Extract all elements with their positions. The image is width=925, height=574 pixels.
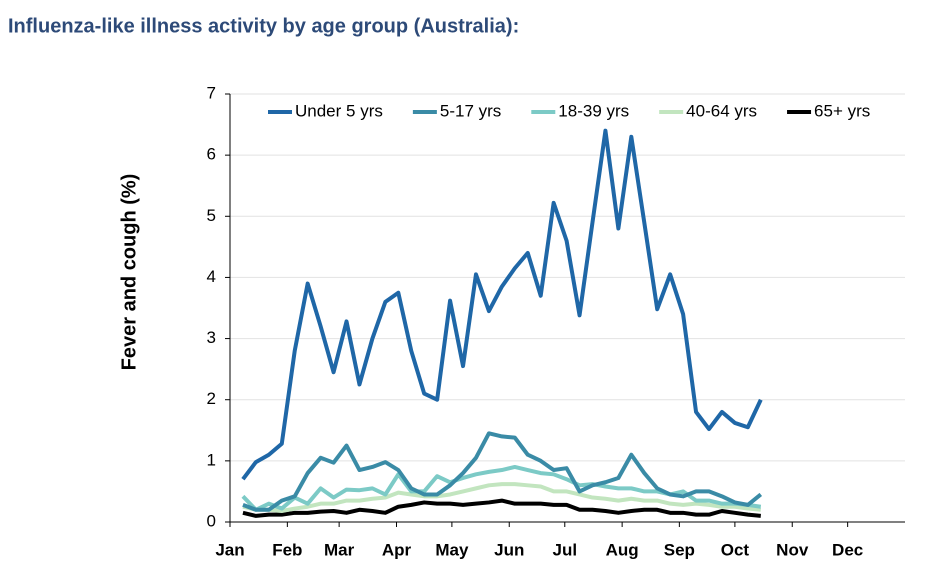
x-tick-label: Jan bbox=[215, 540, 244, 559]
y-tick-label: 7 bbox=[207, 83, 216, 102]
legend-label: Under 5 yrs bbox=[295, 101, 383, 120]
x-tick-label: Mar bbox=[324, 540, 355, 559]
y-axis-title: Fever and cough (%) bbox=[118, 174, 140, 371]
series-line bbox=[242, 498, 761, 518]
x-tick-label: Apr bbox=[382, 540, 412, 559]
legend-label: 5-17 yrs bbox=[440, 101, 501, 120]
x-tick-label: Oct bbox=[721, 540, 750, 559]
series-line bbox=[242, 482, 761, 513]
y-tick-label: 3 bbox=[207, 328, 216, 347]
y-tick-label: 2 bbox=[207, 389, 216, 408]
x-tick-label: Jun bbox=[494, 540, 524, 559]
x-tick-label: Aug bbox=[606, 540, 639, 559]
legend-label: 40-64 yrs bbox=[686, 101, 757, 120]
x-tick-label: Dec bbox=[832, 540, 863, 559]
legend-label: 18-39 yrs bbox=[558, 101, 629, 120]
series-line bbox=[241, 128, 763, 481]
x-tick-label: Nov bbox=[776, 540, 809, 559]
series-line bbox=[242, 431, 763, 512]
y-tick-label: 0 bbox=[207, 511, 216, 530]
y-tick-label: 5 bbox=[207, 206, 216, 225]
y-tick-label: 4 bbox=[207, 267, 216, 286]
x-tick-label: Jul bbox=[553, 540, 578, 559]
legend-label: 65+ yrs bbox=[814, 101, 870, 120]
x-tick-label: Feb bbox=[272, 540, 302, 559]
chart-title: Influenza-like illness activity by age g… bbox=[8, 15, 519, 37]
y-tick-label: 1 bbox=[207, 450, 216, 469]
y-tick-label: 6 bbox=[207, 145, 216, 164]
x-tick-label: May bbox=[435, 540, 469, 559]
x-tick-label: Sep bbox=[664, 540, 695, 559]
